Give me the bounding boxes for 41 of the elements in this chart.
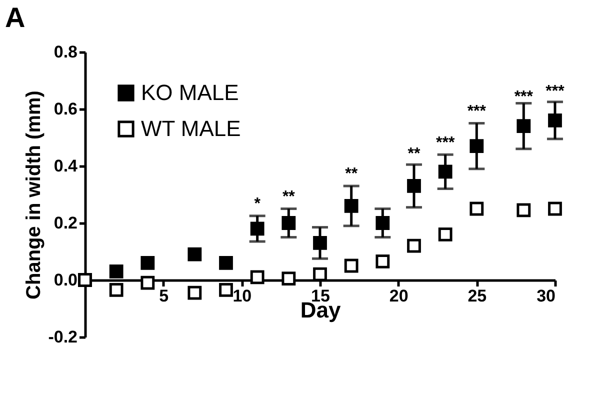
annotation: *** <box>436 134 456 152</box>
point <box>438 227 452 242</box>
point <box>219 283 233 297</box>
point <box>140 256 155 270</box>
y-tick-label: 0.4 <box>54 156 78 176</box>
point <box>219 256 233 270</box>
point <box>470 202 484 216</box>
annotation: *** <box>546 83 566 100</box>
point <box>140 276 155 290</box>
annotation: ** <box>408 146 421 163</box>
x-tick-label: 20 <box>389 286 408 306</box>
point <box>548 202 562 216</box>
y-tick-label: -0.2 <box>48 328 78 346</box>
point <box>376 254 390 268</box>
annotation: * <box>254 196 262 213</box>
y-tick-label: 0.2 <box>54 214 78 232</box>
x-tick-label: 10 <box>232 286 252 306</box>
annotation: *** <box>467 102 487 120</box>
x-tick-label: 5 <box>159 286 169 306</box>
annotation: ** <box>345 166 358 183</box>
point <box>282 272 296 286</box>
y-tick-label: 0.0 <box>54 270 78 290</box>
point <box>109 264 124 278</box>
y-tick-label: 0.6 <box>54 100 78 118</box>
point <box>344 258 358 273</box>
y-tick-label: 0.8 <box>54 42 78 62</box>
annotation: *** <box>514 88 534 106</box>
chart-title: A <box>5 2 26 33</box>
point <box>188 247 202 262</box>
legend-label: KO MALE <box>141 80 239 105</box>
point <box>407 238 421 253</box>
point <box>313 267 327 282</box>
point <box>109 283 124 297</box>
x-tick-label: 30 <box>536 286 556 306</box>
point <box>188 286 202 300</box>
x-tick-label: 25 <box>468 286 487 306</box>
annotation: ** <box>282 188 296 206</box>
point <box>516 203 531 218</box>
point <box>250 270 264 284</box>
legend-label: WT MALE <box>141 116 241 141</box>
y-axis-title: Change in width (mm) <box>23 90 46 300</box>
